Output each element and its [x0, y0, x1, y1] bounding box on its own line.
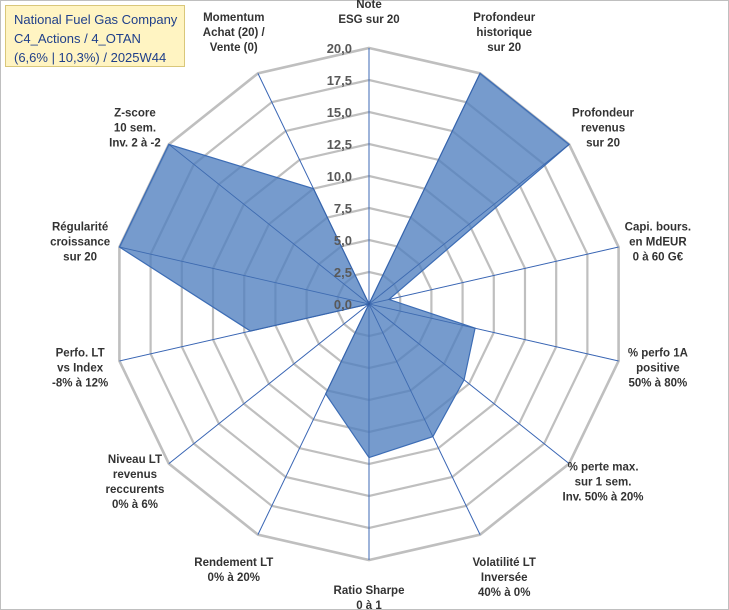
axis-label-line: Achat (20) / — [203, 27, 266, 39]
axis-spoke-overlay — [368, 303, 619, 362]
axis-label: Niveau LT revenus reccurents 0% à 6% — [106, 454, 165, 511]
axis-label: Volatilité LT Inversée 40% à 0% — [472, 557, 535, 599]
axis-label-line: Capi. bours. — [625, 221, 691, 233]
axis-label-line: reccurents — [106, 484, 165, 496]
axis-label-line: Inv. 2 à -2 — [109, 137, 161, 149]
axis-spoke-overlay — [119, 246, 370, 305]
tick-label: 10,0 — [327, 169, 352, 184]
tick-label: 20,0 — [327, 41, 352, 56]
axis-label-line: 0 à 1 — [356, 600, 382, 610]
axis-spoke-overlay — [368, 246, 619, 305]
axis-label: Rendement LT 0% à 20% — [194, 557, 273, 584]
tick-label: 0,0 — [334, 297, 352, 312]
axis-label-line: Niveau LT — [108, 454, 162, 466]
axis-spoke-overlay — [368, 303, 570, 464]
axis-spoke-overlay — [257, 303, 370, 535]
axis-label: Momentum Achat (20) / Vente (0) — [203, 12, 266, 54]
axis-label-line: historique — [476, 27, 532, 39]
axis-label-line: Momentum — [203, 12, 264, 24]
radar-series — [118, 48, 619, 560]
axis-label-line: Note — [356, 0, 382, 11]
axis-spoke-overlay — [368, 303, 481, 535]
tick-label: 17,5 — [327, 73, 352, 88]
axis-label-line: % perte max. — [568, 462, 639, 474]
axis-label-line: sur 20 — [63, 251, 97, 263]
tick-label: 5,0 — [334, 233, 352, 248]
axis-label: % perfo 1A positive 50% à 80% — [628, 348, 688, 390]
axis-label-line: Inversée — [481, 572, 528, 584]
axis-label-line: revenus — [581, 122, 625, 134]
axis-label-line: Volatilité LT — [472, 557, 535, 569]
tick-label: 2,5 — [334, 265, 352, 280]
axis-label-line: 50% à 80% — [628, 378, 687, 390]
axis-label-line: 0 à 60 G€ — [633, 251, 684, 263]
axis-label-line: Profondeur — [572, 107, 634, 119]
axis-label-line: Rendement LT — [194, 557, 273, 569]
axis-spoke-overlay — [119, 303, 370, 362]
axis-label-line: -8% à 12% — [52, 378, 108, 390]
axis-spoke-overlay — [168, 303, 370, 464]
axis-label-line: % perfo 1A — [628, 348, 688, 360]
axis-label: Note ESG sur 20 — [338, 0, 399, 26]
axis-label-line: 0% à 6% — [112, 499, 158, 511]
tick-label: 15,0 — [327, 105, 352, 120]
axis-label-line: Z-score — [114, 107, 156, 119]
axis-label-line: revenus — [113, 469, 157, 481]
chart-title-box: National Fuel Gas Company C4_Actions / 4… — [5, 5, 185, 67]
axis-label-line: croissance — [50, 236, 110, 248]
axis-label-line: sur 1 sem. — [575, 477, 632, 489]
axis-label-line: Inv. 50% à 20% — [563, 492, 644, 504]
axis-label-line: 40% à 0% — [478, 587, 530, 599]
radar-tick-labels: 0,0 2,5 5,0 7,5 10,0 12,5 15,0 17,5 20,0 — [327, 41, 352, 312]
chart-title-line-1: National Fuel Gas Company — [14, 12, 178, 27]
tick-label: 12,5 — [327, 137, 352, 152]
tick-label: 7,5 — [334, 201, 352, 216]
axis-label-line: 10 sem. — [114, 122, 156, 134]
axis-label: % perte max. sur 1 sem. Inv. 50% à 20% — [563, 462, 644, 504]
axis-label-line: ESG sur 20 — [338, 14, 399, 26]
axis-label: Profondeur historique sur 20 — [473, 12, 535, 54]
axis-label-line: positive — [636, 363, 679, 375]
axis-label-line: Régularité — [52, 221, 108, 233]
axis-label: Ratio Sharpe 0 à 1 — [334, 585, 405, 610]
axis-label-line: sur 20 — [487, 42, 521, 54]
axis-label: Perfo. LT vs Index -8% à 12% — [52, 348, 108, 390]
chart-title-line-2: C4_Actions / 4_OTAN — [14, 31, 141, 46]
axis-label-line: sur 20 — [586, 137, 620, 149]
axis-spoke-overlay — [368, 73, 481, 305]
axis-spoke-overlay — [168, 144, 370, 305]
axis-label: Z-score 10 sem. Inv. 2 à -2 — [109, 107, 161, 149]
axis-label: Profondeur revenus sur 20 — [572, 107, 634, 149]
radar-axis-labels: Note ESG sur 20 Profondeur historique sur 20… — [50, 0, 691, 610]
axis-label-line: vs Index — [57, 363, 104, 375]
axis-label-line: Profondeur — [473, 12, 535, 24]
chart-title-line-3: (6,6% | 10,3%) / 2025W44 — [14, 50, 167, 65]
axis-label-line: Perfo. LT — [56, 348, 105, 360]
axis-label: Capi. bours. en MdEUR 0 à 60 G€ — [625, 221, 691, 263]
axis-label-line: Ratio Sharpe — [334, 585, 405, 597]
axis-label-line: en MdEUR — [629, 236, 687, 248]
axis-spoke-overlay — [368, 144, 570, 305]
axis-label: Régularité croissance sur 20 — [50, 221, 110, 263]
axis-label-line: Vente (0) — [210, 42, 258, 54]
axis-label-line: 0% à 20% — [208, 572, 260, 584]
